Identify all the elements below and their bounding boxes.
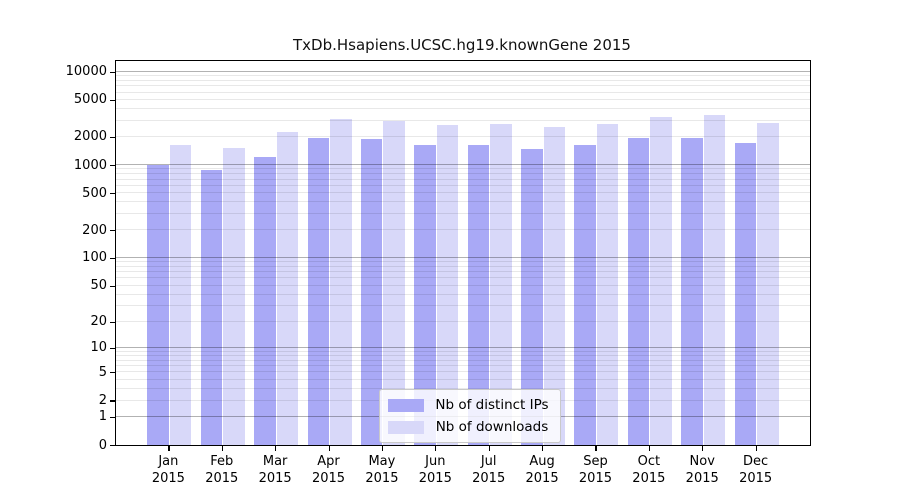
- x-axis-tick: [595, 446, 597, 451]
- x-axis-tick: [702, 446, 704, 451]
- legend-swatch-distinct-ips: [388, 398, 424, 412]
- y-tick-label: 20: [90, 314, 107, 330]
- x-tick-label: Dec 2015: [739, 454, 773, 486]
- bar-distinct-ips: [734, 143, 757, 445]
- gridline-minor: [116, 107, 810, 109]
- legend: Nb of distinct IPs Nb of downloads: [379, 389, 561, 443]
- y-tick-label: 50: [90, 278, 107, 294]
- y-tick-label: 2: [98, 392, 107, 408]
- y-axis-tick: [110, 257, 115, 260]
- y-axis-tick: [110, 372, 115, 374]
- legend-label-distinct-ips: Nb of distinct IPs: [435, 397, 549, 413]
- bar-distinct-ips: [627, 138, 650, 445]
- y-axis-tick: [110, 285, 115, 287]
- bar-distinct-ips: [254, 157, 276, 445]
- y-axis-tick: [110, 321, 115, 323]
- x-axis-tick: [221, 446, 223, 451]
- bar-downloads: [223, 148, 245, 445]
- bar-downloads: [543, 126, 566, 445]
- x-tick-label: Nov 2015: [685, 454, 719, 486]
- y-tick-label: 10: [90, 340, 107, 356]
- x-tick-label: Oct 2015: [632, 454, 666, 486]
- x-axis-tick: [435, 446, 437, 451]
- x-axis-tick: [381, 446, 384, 451]
- gridline-minor: [116, 91, 810, 93]
- legend-swatch-downloads: [388, 420, 424, 434]
- y-axis-tick: [110, 444, 115, 447]
- x-tick-label: Jan 2015: [151, 454, 185, 486]
- bar-downloads: [703, 115, 726, 445]
- chart-title: TxDb.Hsapiens.UCSC.hg19.knownGene 2015: [293, 36, 631, 54]
- y-tick-label: 0: [98, 437, 107, 453]
- x-axis-tick: [542, 446, 544, 451]
- y-tick-label: 200: [82, 222, 107, 238]
- legend-item-downloads: Nb of downloads: [388, 416, 552, 438]
- y-axis-tick: [110, 136, 115, 139]
- x-tick-label: Jul 2015: [472, 454, 506, 486]
- bar-distinct-ips: [147, 165, 169, 445]
- gridline-minor: [116, 85, 810, 87]
- bar-distinct-ips: [521, 148, 543, 445]
- y-tick-label: 2000: [73, 129, 107, 145]
- bar-downloads: [330, 119, 352, 445]
- y-axis-tick: [110, 193, 115, 195]
- x-axis-tick: [328, 446, 330, 451]
- y-tick-label: 500: [82, 185, 107, 201]
- legend-item-distinct-ips: Nb of distinct IPs: [388, 394, 552, 416]
- bar-distinct-ips: [414, 145, 436, 445]
- x-tick-label: Aug 2015: [525, 454, 559, 486]
- bar-downloads: [383, 121, 405, 445]
- x-tick-label: Apr 2015: [311, 454, 346, 486]
- x-axis-tick: [488, 446, 490, 451]
- y-axis-tick: [110, 416, 115, 418]
- bar-downloads: [276, 132, 299, 445]
- bar-distinct-ips: [200, 169, 223, 445]
- x-tick-label: Mar 2015: [258, 454, 292, 486]
- bar-distinct-ips: [681, 137, 703, 445]
- bar-distinct-ips: [467, 145, 490, 445]
- x-axis-tick: [755, 446, 757, 451]
- y-tick-label: 10000: [65, 64, 107, 80]
- y-axis-tick: [110, 99, 115, 101]
- gridline-minor: [116, 79, 810, 81]
- x-tick-label: Sep 2015: [578, 454, 612, 486]
- gridline-minor: [116, 98, 810, 100]
- bar-distinct-ips: [574, 144, 596, 445]
- plot-area: Nb of distinct IPs Nb of downloads: [115, 60, 811, 446]
- gridline-minor: [116, 75, 810, 77]
- x-tick-label: Jun 2015: [418, 454, 452, 486]
- y-tick-label: 5: [98, 364, 107, 380]
- x-axis-tick: [648, 446, 651, 451]
- y-tick-label: 1: [98, 409, 107, 425]
- x-tick-label: Feb 2015: [205, 454, 239, 486]
- gridline-major: [116, 70, 810, 72]
- y-axis-tick: [110, 347, 115, 349]
- bar-distinct-ips: [307, 138, 330, 445]
- y-tick-label: 1000: [73, 157, 107, 173]
- bar-downloads: [436, 125, 459, 445]
- bar-downloads: [169, 145, 192, 445]
- y-axis-tick: [110, 230, 115, 232]
- bar-downloads: [650, 116, 672, 445]
- y-axis-tick: [110, 164, 115, 167]
- bar-distinct-ips: [360, 139, 383, 445]
- legend-label-downloads: Nb of downloads: [435, 419, 549, 435]
- y-axis-tick: [110, 400, 115, 402]
- x-axis-tick: [168, 446, 170, 451]
- y-tick-label: 100: [82, 250, 107, 266]
- y-axis-tick: [110, 71, 115, 73]
- x-axis-tick: [275, 446, 277, 451]
- bar-downloads: [490, 123, 512, 445]
- bar-downloads: [757, 123, 779, 445]
- bar-downloads: [596, 124, 619, 445]
- x-tick-label: May 2015: [365, 454, 399, 486]
- y-tick-label: 5000: [73, 92, 107, 108]
